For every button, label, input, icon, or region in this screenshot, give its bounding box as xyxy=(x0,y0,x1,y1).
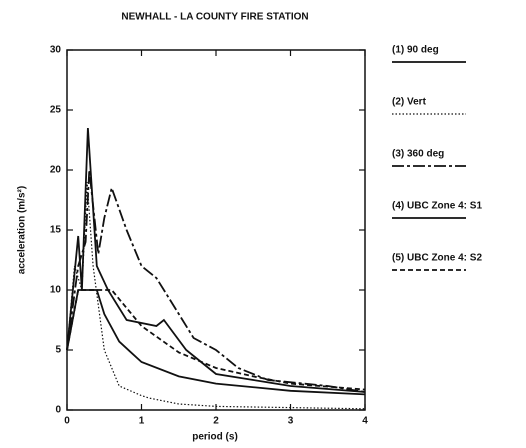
legend-label: (2) Vert xyxy=(392,97,427,108)
legend-label: (1) 90 deg xyxy=(392,45,439,56)
series-line xyxy=(66,127,366,393)
plot-frame xyxy=(66,49,366,411)
x-tick-label: 2 xyxy=(213,416,219,427)
series-line xyxy=(66,289,366,396)
y-tick-label: 20 xyxy=(50,165,62,176)
series-line xyxy=(66,289,366,391)
y-tick-label: 30 xyxy=(50,45,62,56)
chart-title: NEWHALL - LA COUNTY FIRE STATION xyxy=(121,12,308,23)
x-tick-label: 0 xyxy=(64,416,70,427)
legend-label: (4) UBC Zone 4: S1 xyxy=(392,201,482,212)
y-tick-label: 10 xyxy=(50,285,62,296)
y-tick-label: 25 xyxy=(50,105,62,116)
legend-label: (3) 360 deg xyxy=(392,149,444,160)
legend-label: (5) UBC Zone 4: S2 xyxy=(392,253,482,264)
y-axis-label: acceleration (m/s²) xyxy=(17,186,28,274)
x-axis-label: period (s) xyxy=(192,432,238,443)
x-tick-label: 3 xyxy=(288,416,294,427)
x-tick-label: 1 xyxy=(139,416,145,427)
x-tick-label: 4 xyxy=(362,416,368,427)
y-tick-label: 0 xyxy=(55,405,61,416)
y-tick-label: 5 xyxy=(55,345,61,356)
y-tick-label: 15 xyxy=(50,225,62,236)
series-line xyxy=(66,169,366,393)
